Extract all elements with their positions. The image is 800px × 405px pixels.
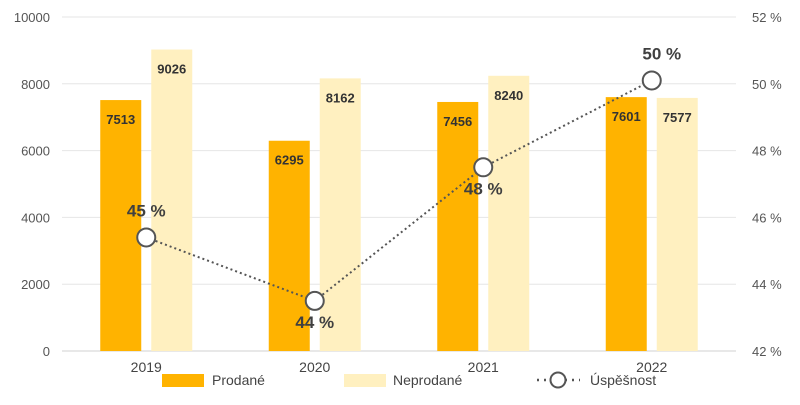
x-tick-label: 2022 xyxy=(636,359,667,375)
y-right-tick-label: 50 % xyxy=(752,77,782,92)
bar xyxy=(268,140,310,351)
legend-label: Neprodané xyxy=(393,372,462,388)
point-value-label: 45 % xyxy=(127,201,166,220)
bar-value-label: 8240 xyxy=(494,88,523,103)
line-point xyxy=(641,70,662,91)
y-left-tick-label: 10000 xyxy=(14,10,50,25)
line-point xyxy=(473,157,494,178)
y-right-tick-label: 48 % xyxy=(752,144,782,159)
x-tick-label: 2021 xyxy=(468,359,499,375)
bar-layer: 7513 6295 7456 7601 9026 8162 8240 7577 xyxy=(100,49,698,352)
bar-value-label: 7456 xyxy=(443,114,472,129)
bar xyxy=(656,97,698,352)
y-left-tick-label: 8000 xyxy=(21,77,50,92)
bar xyxy=(151,49,193,351)
bar-value-label: 8162 xyxy=(326,90,355,105)
bar-value-label: 7513 xyxy=(106,112,135,127)
y-right-tick-label: 52 % xyxy=(752,10,782,25)
x-tick-label: 2020 xyxy=(299,359,330,375)
line-layer: 45 % 44 % 48 % 50 % xyxy=(127,44,681,331)
legend-label: Úspěšnost xyxy=(590,372,656,388)
line-series xyxy=(145,79,653,303)
point-value-label: 44 % xyxy=(295,313,334,332)
bar-value-label: 7601 xyxy=(612,109,641,124)
point-value-label: 48 % xyxy=(464,179,503,198)
legend-marker xyxy=(549,371,567,389)
y-left-tick-label: 6000 xyxy=(21,144,50,159)
bar-value-label: 7577 xyxy=(663,110,692,125)
y-left-tick-label: 0 xyxy=(43,344,50,359)
line-point xyxy=(304,290,325,311)
bar xyxy=(437,101,479,351)
legend-swatch xyxy=(344,374,386,387)
bar-value-label: 6295 xyxy=(275,153,304,168)
line-point xyxy=(136,227,157,248)
point-value-label: 50 % xyxy=(642,44,681,63)
bar-value-label: 9026 xyxy=(157,62,186,77)
legend: Prodané Neprodané Úspěšnost xyxy=(162,371,656,389)
bar xyxy=(100,100,142,352)
y-right-tick-label: 44 % xyxy=(752,277,782,292)
y-left-tick-label: 2000 xyxy=(21,277,50,292)
legend-label: Prodané xyxy=(212,372,265,388)
y-left-tick-label: 4000 xyxy=(21,210,50,225)
legend-swatch xyxy=(162,374,204,387)
bar xyxy=(488,75,530,351)
bar xyxy=(605,97,647,351)
y-right-tick-label: 46 % xyxy=(752,210,782,225)
y-right-tick-label: 42 % xyxy=(752,344,782,359)
bar xyxy=(319,78,361,352)
axis-labels: 0 2000 4000 6000 8000 10000 42 % 44 % 46 % 48 % 50… xyxy=(14,10,782,375)
x-tick-label: 2019 xyxy=(131,359,162,375)
